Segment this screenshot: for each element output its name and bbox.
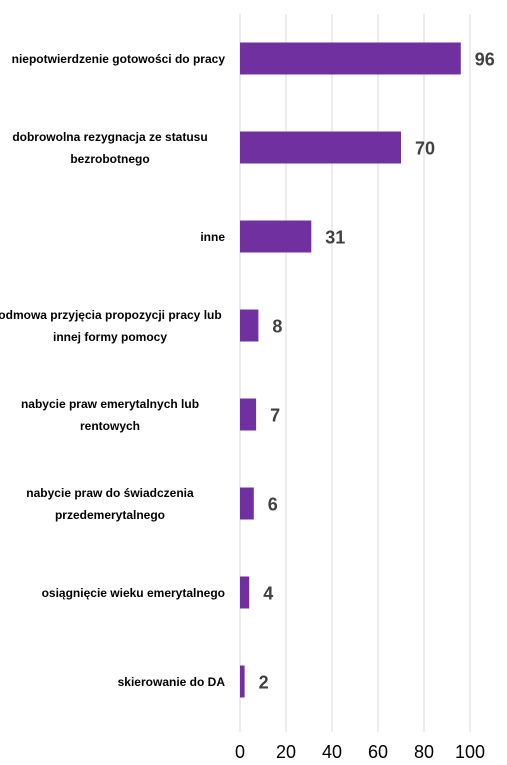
category-box: inne	[0, 207, 225, 267]
y-tick-label: dobrowolna rezygnacja ze statusu bezrobo…	[12, 129, 208, 166]
y-tick-label: osiągnięcie wieku emerytalnego	[41, 585, 225, 600]
y-tick-label: niepotwierdzenie gotowości do pracy	[11, 51, 225, 66]
value-label: 96	[475, 49, 495, 69]
bar	[240, 42, 461, 75]
category-box: dobrowolna rezygnacja ze statusu bezrobo…	[0, 118, 225, 178]
y-tick-label: inne	[200, 229, 225, 244]
bar	[240, 398, 257, 431]
bar	[240, 220, 312, 253]
x-tick-label: 0	[235, 742, 245, 762]
value-label: 7	[270, 405, 280, 425]
bar	[240, 131, 401, 164]
value-label: 6	[268, 494, 278, 514]
y-tick-label: odmowa przyjęcia propozycji pracy lub in…	[0, 307, 222, 344]
category-box: skierowanie do DA	[0, 652, 225, 712]
category-box: nabycie praw emerytalnych lub rentowych	[0, 385, 225, 445]
category-box: niepotwierdzenie gotowości do pracy	[0, 29, 225, 89]
category-box: osiągnięcie wieku emerytalnego	[0, 563, 225, 623]
x-tick-label: 40	[322, 742, 342, 762]
bar	[240, 665, 245, 698]
bar	[240, 576, 250, 609]
value-label: 4	[263, 583, 273, 603]
x-tick-label: 20	[276, 742, 296, 762]
bar	[240, 487, 254, 520]
category-box: nabycie praw do świadczenia przedemeryta…	[0, 474, 225, 534]
value-label: 70	[415, 138, 435, 158]
y-tick-label: nabycie praw emerytalnych lub rentowych	[20, 396, 200, 433]
bar	[240, 309, 259, 342]
y-tick-label: skierowanie do DA	[117, 674, 225, 689]
value-label: 2	[259, 672, 269, 692]
value-label: 31	[325, 227, 345, 247]
x-tick-label: 100	[455, 742, 485, 762]
y-tick-label: nabycie praw do świadczenia przedemeryta…	[26, 485, 194, 522]
category-box: odmowa przyjęcia propozycji pracy lub in…	[0, 296, 225, 356]
x-tick-label: 60	[368, 742, 388, 762]
x-tick-label: 80	[414, 742, 434, 762]
value-label: 8	[272, 316, 282, 336]
